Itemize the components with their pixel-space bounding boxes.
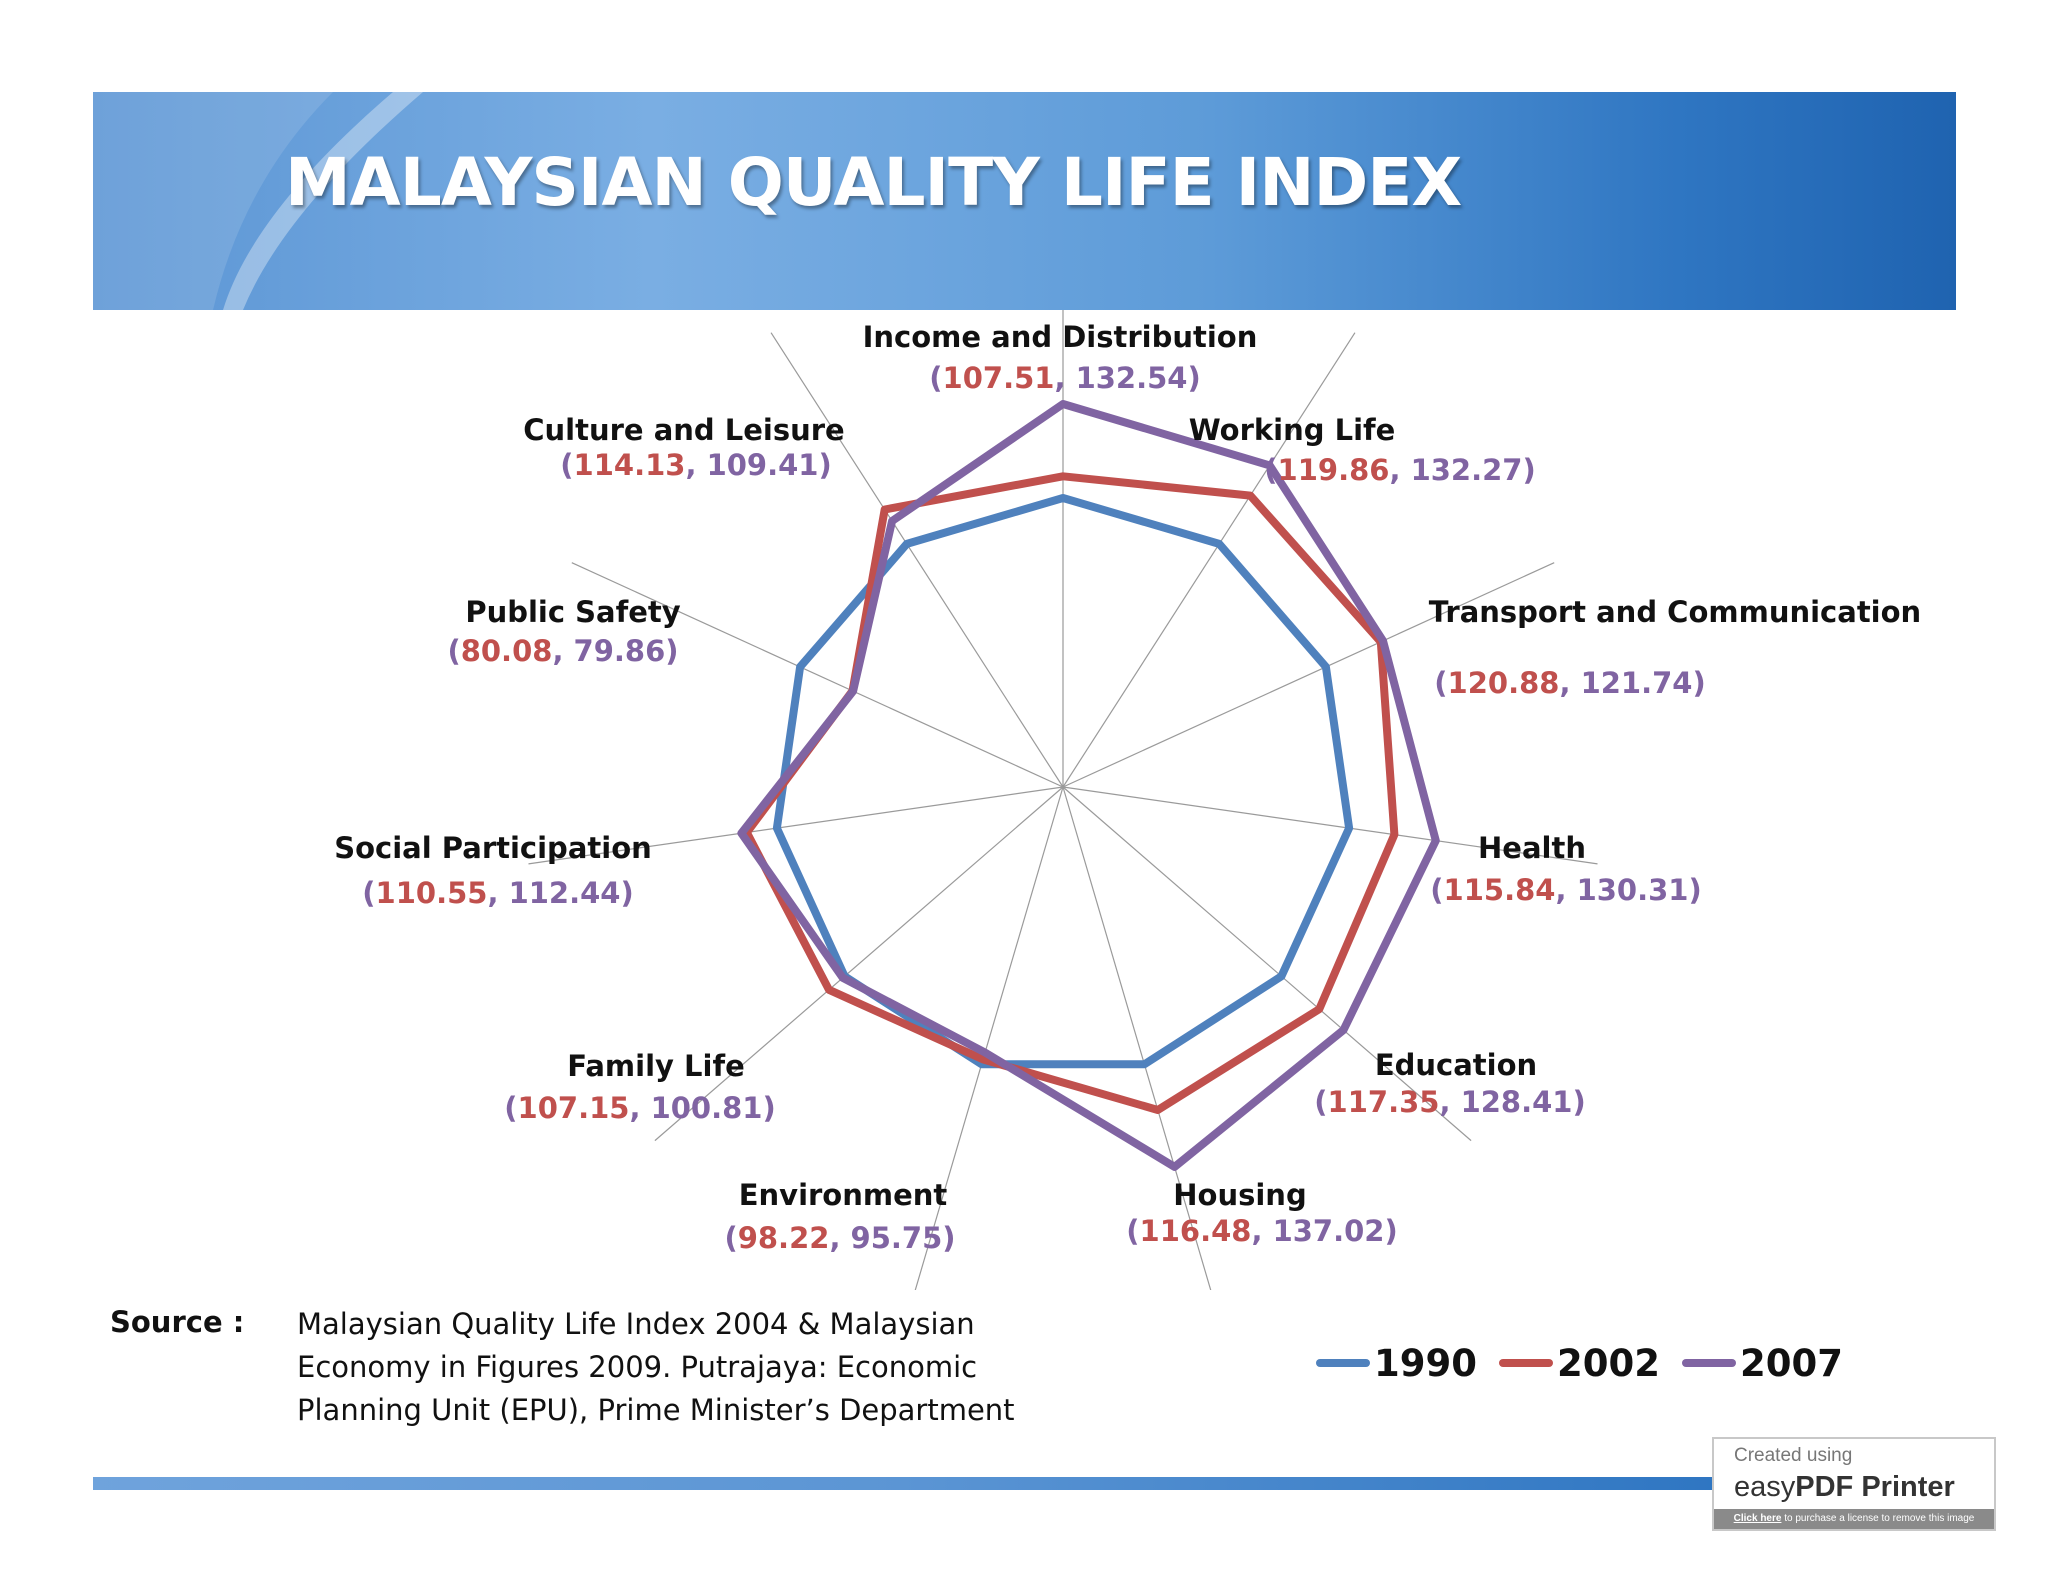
axis-label: Working Life (1189, 413, 1396, 447)
value-2002: 114.13 (574, 448, 686, 482)
legend-item-1990: 1990 (1316, 1342, 1477, 1385)
value-2002: 116.48 (1140, 1214, 1252, 1248)
value-label: (119.86, 132.27) (1264, 453, 1535, 487)
value-paren: ( (447, 634, 460, 668)
value-2007: , 112.44) (487, 876, 633, 910)
axis-label: Income and Distribution (863, 320, 1258, 354)
radar-spoke (1062, 786, 1598, 865)
value-2007: , 132.54) (1054, 361, 1200, 395)
value-label: (116.48, 137.02) (1126, 1214, 1397, 1248)
value-label: (115.84, 130.31) (1430, 873, 1701, 907)
watermark-brand-prefix: easy (1734, 1471, 1796, 1503)
value-2007: , 132.27) (1389, 453, 1535, 487)
legend-item-2002: 2002 (1498, 1341, 1660, 1385)
value-paren: ( (1430, 873, 1443, 907)
value-label: (120.88, 121.74) (1434, 666, 1705, 700)
radar-spoke (1062, 786, 1472, 1142)
value-2007: , 128.41) (1439, 1085, 1585, 1119)
radar-spoke (1062, 562, 1555, 788)
series-2007 (737, 400, 1440, 1171)
source-label: Source : (110, 1305, 245, 1339)
legend-label: 2002 (1556, 1341, 1660, 1385)
legend-label: 2007 (1739, 1341, 1843, 1385)
axis-label: Housing (1173, 1178, 1306, 1212)
radar-spoke (770, 332, 1064, 788)
value-2002: 80.08 (461, 634, 553, 668)
legend-swatch (1316, 1359, 1370, 1367)
value-paren: ( (362, 876, 375, 910)
radar-spokes (528, 310, 1598, 1290)
value-2007: , 137.02) (1251, 1214, 1397, 1248)
source-line: Planning Unit (EPU), Prime Minister’s De… (297, 1393, 1015, 1427)
value-paren: ( (724, 1221, 737, 1255)
axis-label: Environment (739, 1178, 948, 1212)
chart-legend: 1990 2002 2007 (1316, 1338, 1843, 1388)
legend-swatch (1498, 1359, 1553, 1367)
axis-label: Social Participation (334, 831, 652, 865)
value-2002: 117.35 (1328, 1085, 1440, 1119)
series-1990 (772, 494, 1354, 1069)
watermark-strip-text: to purchase a license to remove this ima… (1781, 1513, 1975, 1524)
radar-spoke (914, 786, 1064, 1290)
value-2007: , 130.31) (1555, 873, 1701, 907)
axis-label: Public Safety (465, 595, 680, 629)
radar-spoke (1062, 332, 1356, 788)
page-title: MALAYSIAN QUALITY LIFE INDEX (285, 144, 1462, 221)
radar-labels: Income and Distribution (107.51, 132.54) W… (334, 320, 1921, 1255)
radar-chart: Income and Distribution (107.51, 132.54) W… (334, 310, 1921, 1290)
radar-spoke (654, 786, 1064, 1142)
value-2002: 98.22 (738, 1221, 830, 1255)
value-2007: , 109.41) (685, 448, 831, 482)
value-2002: 120.88 (1448, 666, 1560, 700)
value-paren: ( (1314, 1085, 1327, 1119)
value-2007: , 100.81) (629, 1091, 775, 1125)
watermark-link[interactable]: Click here (1733, 1513, 1782, 1524)
radar-spoke (1062, 786, 1212, 1290)
source-line: Malaysian Quality Life Index 2004 & Mala… (297, 1307, 975, 1341)
footer-bar (93, 1477, 1713, 1490)
value-paren: ( (504, 1091, 517, 1125)
watermark-brand: easyPDF Printer (1734, 1471, 1955, 1504)
axis-label: Health (1478, 831, 1586, 865)
axis-label: Education (1375, 1048, 1537, 1082)
value-2002: 115.84 (1444, 873, 1556, 907)
value-2002: 107.15 (518, 1091, 630, 1125)
legend-swatch (1681, 1359, 1736, 1367)
legend-item-2007: 2007 (1681, 1341, 1843, 1385)
value-2007: , 121.74) (1559, 666, 1705, 700)
axis-label: Culture and Leisure (523, 413, 844, 447)
axis-label: Transport and Communication (1429, 595, 1921, 629)
source-line: Economy in Figures 2009. Putrajaya: Econ… (297, 1350, 978, 1384)
watermark-caption: Created using (1734, 1445, 1853, 1466)
value-2002: 119.86 (1278, 453, 1390, 487)
value-label: (107.51, 132.54) (929, 361, 1200, 395)
value-label: (80.08, 79.86) (447, 634, 678, 668)
value-label: (98.22, 95.75) (724, 1221, 955, 1255)
value-label: (110.55, 112.44) (362, 876, 633, 910)
value-label: (107.15, 100.81) (504, 1091, 775, 1125)
axis-label: Family Life (567, 1049, 744, 1083)
value-2007: , 95.75) (829, 1221, 955, 1255)
value-2002: 107.51 (943, 361, 1055, 395)
value-paren: ( (1434, 666, 1447, 700)
banner-swoosh (93, 92, 423, 310)
watermark-brand-bold: PDF Printer (1795, 1471, 1955, 1503)
radar-series (737, 400, 1440, 1171)
value-label: (114.13, 109.41) (560, 448, 831, 482)
value-paren: ( (929, 361, 942, 395)
value-2007: , 79.86) (552, 634, 678, 668)
watermark-strip: Click here to purchase a license to remo… (1714, 1509, 1994, 1529)
value-label: (117.35, 128.41) (1314, 1085, 1585, 1119)
value-paren: ( (560, 448, 573, 482)
watermark-badge: Created using easyPDF Printer Click here… (1712, 1437, 1996, 1531)
radar-spoke (528, 786, 1064, 865)
legend-label: 1990 (1374, 1341, 1477, 1385)
radar-spoke (571, 562, 1064, 788)
value-paren: ( (1264, 453, 1277, 487)
value-paren: ( (1126, 1214, 1139, 1248)
value-2002: 110.55 (376, 876, 488, 910)
title-banner: MALAYSIAN QUALITY LIFE INDEX (93, 92, 1956, 310)
source-citation: Malaysian Quality Life Index 2004 & Mala… (297, 1303, 1117, 1432)
